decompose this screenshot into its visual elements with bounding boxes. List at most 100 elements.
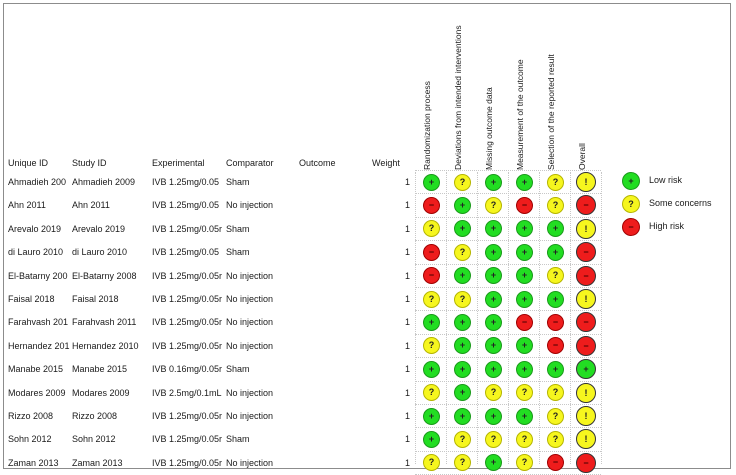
domain-judgement-dot: ?: [547, 431, 564, 448]
cell-study-id: Arevalo 2019: [72, 224, 126, 234]
cell-experimental: IVB 0.16mg/0.05r: [152, 364, 223, 374]
cell-experimental: IVB 1.25mg/0.05r: [152, 317, 223, 327]
domain-judgement-dot: +: [547, 220, 564, 237]
cell-experimental: IVB 1.25mg/0.05r: [152, 271, 223, 281]
cell-study-id: Modares 2009: [72, 388, 130, 398]
domain-judgement-dot: +: [485, 244, 502, 261]
domain-judgement-dot: ?: [454, 454, 471, 471]
domain-header-measurement: Measurement of the outcome: [515, 59, 525, 170]
domain-judgement-dot: +: [454, 220, 471, 237]
cell-weight: 1: [404, 247, 410, 257]
domain-judgement-dot: ?: [423, 384, 440, 401]
legend-high-icon: −: [622, 218, 640, 236]
domain-judgement-dot: +: [547, 244, 564, 261]
cell-weight: 1: [404, 434, 410, 444]
domain-judgement-dot: +: [485, 267, 502, 284]
grid-line: [415, 381, 601, 382]
cell-comparator: No injection: [226, 341, 274, 351]
domain-judgement-dot: +: [454, 267, 471, 284]
cell-comparator: No injection: [226, 458, 274, 468]
domain-judgement-dot: ?: [454, 174, 471, 191]
cell-study-id: Hernandez 2010: [72, 341, 139, 351]
domain-judgement-dot: −: [516, 197, 533, 214]
grid-line: [415, 451, 601, 452]
domain-judgement-dot: +: [516, 220, 533, 237]
domain-judgement-dot: +: [485, 337, 502, 354]
domain-judgement-dot: +: [423, 361, 440, 378]
domain-judgement-dot: ?: [547, 267, 564, 284]
domain-judgement-dot: −: [547, 454, 564, 471]
domain-header-overall: Overall: [577, 143, 587, 170]
domain-judgement-dot: ?: [423, 291, 440, 308]
domain-judgement-dot: +: [516, 267, 533, 284]
grid-line: [415, 287, 601, 288]
domain-judgement-dot: ?: [547, 197, 564, 214]
cell-unique-id: Rizzo 2008: [8, 411, 54, 421]
cell-unique-id: El-Batarny 200: [8, 271, 68, 281]
cell-unique-id: Arevalo 2019: [8, 224, 62, 234]
overall-judgement-dot: −: [576, 336, 596, 356]
cell-unique-id: di Lauro 2010: [8, 247, 64, 257]
cell-comparator: No injection: [226, 271, 274, 281]
cell-experimental: IVB 1.25mg/0.05: [152, 177, 220, 187]
cell-comparator: Sham: [226, 364, 250, 374]
cell-comparator: No injection: [226, 388, 274, 398]
cell-experimental: IVB 1.25mg/0.05: [152, 200, 220, 210]
domain-judgement-dot: −: [547, 337, 564, 354]
header-unique-id: Unique ID: [8, 158, 49, 168]
grid-line: [570, 172, 571, 464]
cell-unique-id: Ahmadieh 200: [8, 177, 67, 187]
cell-weight: 1: [404, 294, 410, 304]
grid-line: [415, 404, 601, 405]
cell-comparator: Sham: [226, 247, 250, 257]
cell-weight: 1: [404, 271, 410, 281]
cell-experimental: IVB 1.25mg/0.05r: [152, 411, 223, 421]
cell-comparator: Sham: [226, 434, 250, 444]
grid-line: [415, 217, 601, 218]
domain-judgement-dot: +: [516, 244, 533, 261]
cell-weight: 1: [404, 177, 410, 187]
domain-judgement-dot: +: [485, 454, 502, 471]
cell-experimental: IVB 1.25mg/0.05r: [152, 294, 223, 304]
grid-line: [415, 264, 601, 265]
domain-judgement-dot: ?: [547, 384, 564, 401]
cell-comparator: No injection: [226, 200, 274, 210]
domain-judgement-dot: +: [485, 408, 502, 425]
header-weight: Weight: [372, 158, 400, 168]
overall-judgement-dot: !: [576, 172, 596, 192]
domain-judgement-dot: +: [454, 314, 471, 331]
cell-unique-id: Ahn 2011: [8, 200, 46, 210]
cell-weight: 1: [404, 200, 410, 210]
cell-study-id: Farahvash 2011: [72, 317, 137, 327]
overall-judgement-dot: !: [576, 219, 596, 239]
cell-weight: 1: [404, 224, 410, 234]
cell-unique-id: Sohn 2012: [8, 434, 52, 444]
cell-weight: 1: [404, 317, 410, 327]
domain-judgement-dot: −: [423, 197, 440, 214]
domain-judgement-dot: +: [516, 361, 533, 378]
domain-judgement-dot: ?: [516, 454, 533, 471]
domain-judgement-dot: ?: [485, 384, 502, 401]
grid-line: [415, 240, 601, 241]
legend-some-label: Some concerns: [649, 198, 712, 208]
domain-judgement-dot: ?: [516, 384, 533, 401]
cell-experimental: IVB 1.25mg/0.05r: [152, 341, 223, 351]
grid-line: [477, 172, 478, 464]
domain-judgement-dot: +: [485, 174, 502, 191]
domain-judgement-dot: −: [547, 314, 564, 331]
cell-weight: 1: [404, 388, 410, 398]
domain-judgement-dot: +: [547, 291, 564, 308]
legend-some-icon: ?: [622, 195, 640, 213]
overall-judgement-dot: −: [576, 242, 596, 262]
domain-judgement-dot: ?: [547, 174, 564, 191]
domain-judgement-dot: +: [423, 408, 440, 425]
domain-judgement-dot: −: [423, 244, 440, 261]
domain-judgement-dot: +: [454, 384, 471, 401]
domain-header-randomization: Randomization process: [422, 81, 432, 170]
cell-study-id: Ahmadieh 2009: [72, 177, 136, 187]
domain-judgement-dot: ?: [516, 431, 533, 448]
domain-judgement-dot: +: [516, 291, 533, 308]
header-experimental: Experimental: [152, 158, 205, 168]
header-outcome: Outcome: [299, 158, 336, 168]
cell-weight: 1: [404, 411, 410, 421]
